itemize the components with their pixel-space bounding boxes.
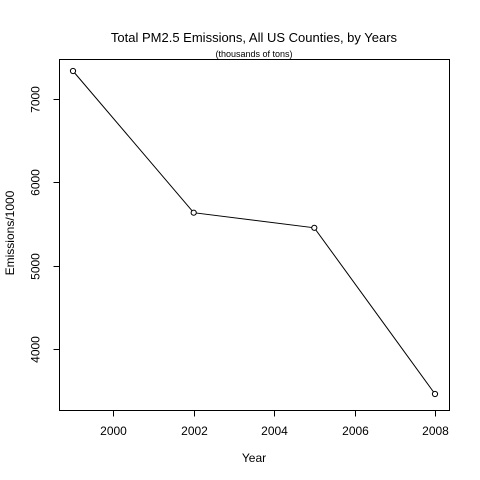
- x-tick-label: 2006: [342, 424, 369, 438]
- data-point: [69, 67, 77, 75]
- series-group: [69, 67, 439, 398]
- x-tick-label: 2008: [422, 424, 449, 438]
- series-line: [72, 70, 436, 395]
- x-axis-label: Year: [242, 451, 266, 465]
- y-axis-label: Emissions/1000: [3, 190, 17, 275]
- x-tick-label: 2000: [100, 424, 127, 438]
- plot-frame: [59, 59, 450, 411]
- data-point: [311, 224, 318, 231]
- y-tick-label: 6000: [29, 169, 43, 196]
- y-tick-label: 7000: [29, 86, 43, 113]
- x-axis: 2000 2002 2004 2006 2008: [100, 410, 449, 438]
- x-tick-label: 2002: [181, 424, 208, 438]
- y-tick-label: 4000: [29, 336, 43, 363]
- data-point: [431, 390, 439, 398]
- chart-subtitle: (thousands of tons): [215, 49, 292, 59]
- y-tick-label: 5000: [29, 253, 43, 280]
- chart-title: Total PM2.5 Emissions, All US Counties, …: [111, 30, 398, 45]
- y-axis: 4000 5000 6000 7000: [29, 86, 60, 363]
- data-point: [190, 209, 197, 216]
- x-tick-label: 2004: [261, 424, 288, 438]
